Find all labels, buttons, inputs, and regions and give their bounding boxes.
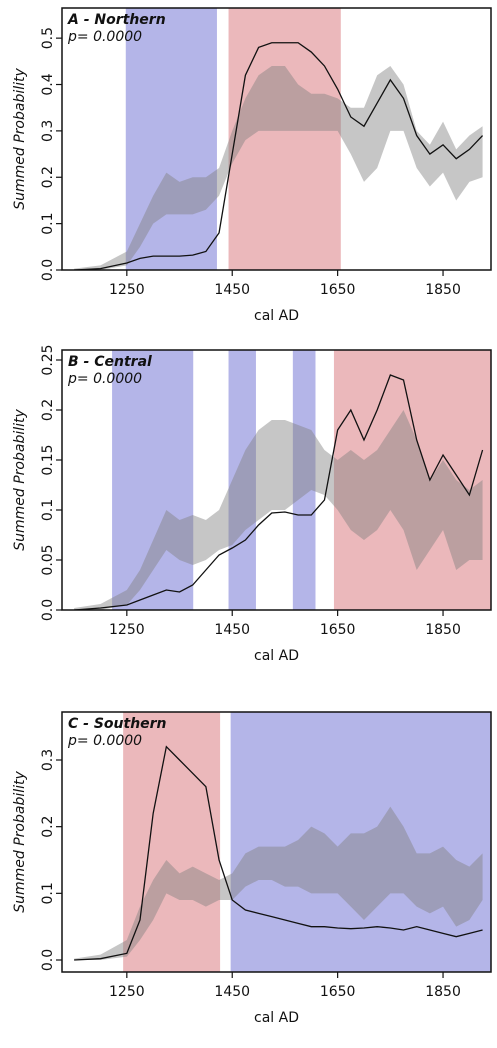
shaded-region <box>292 350 316 610</box>
data-line <box>74 745 483 961</box>
plot-frame <box>61 7 492 271</box>
shaded-region <box>125 8 217 270</box>
y-tick-label: 0.05 <box>40 544 56 575</box>
x-tick-label: 1450 <box>214 282 250 298</box>
x-tick-label: 1650 <box>320 622 356 638</box>
shaded-region <box>112 350 194 610</box>
p-value: p= 0.0000 <box>67 371 142 387</box>
x-tick-label: 1450 <box>214 984 250 1000</box>
y-tick-label: 0.3 <box>40 749 56 771</box>
x-axis-label: cal AD <box>254 1010 299 1026</box>
p-value: p= 0.0000 <box>67 29 142 45</box>
x-tick-label: 1850 <box>425 282 461 298</box>
y-tick-label: 0.15 <box>40 444 56 475</box>
x-tick-label: 1650 <box>320 984 356 1000</box>
y-tick-label: 0.3 <box>40 120 56 142</box>
shaded-region <box>228 8 341 270</box>
x-axis-label: cal AD <box>254 308 299 324</box>
x-tick-label: 1850 <box>425 622 461 638</box>
plot-area <box>74 712 491 972</box>
y-tick-label: 0.2 <box>40 166 56 188</box>
data-line <box>74 374 484 610</box>
y-tick-label: 0.1 <box>40 882 56 904</box>
y-tick-label: 0.25 <box>40 344 56 375</box>
panel-title: C - Southern <box>68 716 167 732</box>
x-tick-label: 1450 <box>214 622 250 638</box>
y-tick-label: 0.2 <box>40 399 56 421</box>
p-value: p= 0.0000 <box>67 733 142 749</box>
shaded-region <box>228 350 256 610</box>
x-tick-label: 1250 <box>109 622 145 638</box>
y-axis-label: Summed Probability <box>12 409 28 551</box>
y-tick-label: 0.0 <box>40 599 56 621</box>
plot-area <box>74 8 484 270</box>
y-tick-label: 0.1 <box>40 212 56 234</box>
panel-title: B - Central <box>68 354 152 370</box>
y-tick-label: 0.1 <box>40 499 56 521</box>
y-tick-label: 0.0 <box>40 949 56 971</box>
y-tick-label: 0.5 <box>40 27 56 49</box>
shaded-region <box>333 350 491 610</box>
panel-title: A - Northern <box>67 12 166 28</box>
x-tick-label: 1650 <box>320 282 356 298</box>
y-tick-label: 0.4 <box>40 73 56 95</box>
y-tick-label: 0.2 <box>40 816 56 838</box>
x-tick-label: 1850 <box>425 984 461 1000</box>
y-axis-label: Summed Probability <box>12 771 28 913</box>
envelope-band <box>74 410 483 610</box>
x-tick-label: 1250 <box>109 984 145 1000</box>
y-axis-label: Summed Probability <box>12 68 28 210</box>
y-tick-label: 0.0 <box>40 259 56 281</box>
x-tick-label: 1250 <box>109 282 145 298</box>
x-axis-label: cal AD <box>254 648 299 664</box>
envelope-band <box>74 65 483 270</box>
shaded-region <box>123 712 221 972</box>
plot-frame <box>61 711 492 973</box>
envelope-band <box>74 806 483 960</box>
plot-area <box>74 350 491 610</box>
plot-frame <box>61 349 492 611</box>
data-line <box>74 42 484 270</box>
